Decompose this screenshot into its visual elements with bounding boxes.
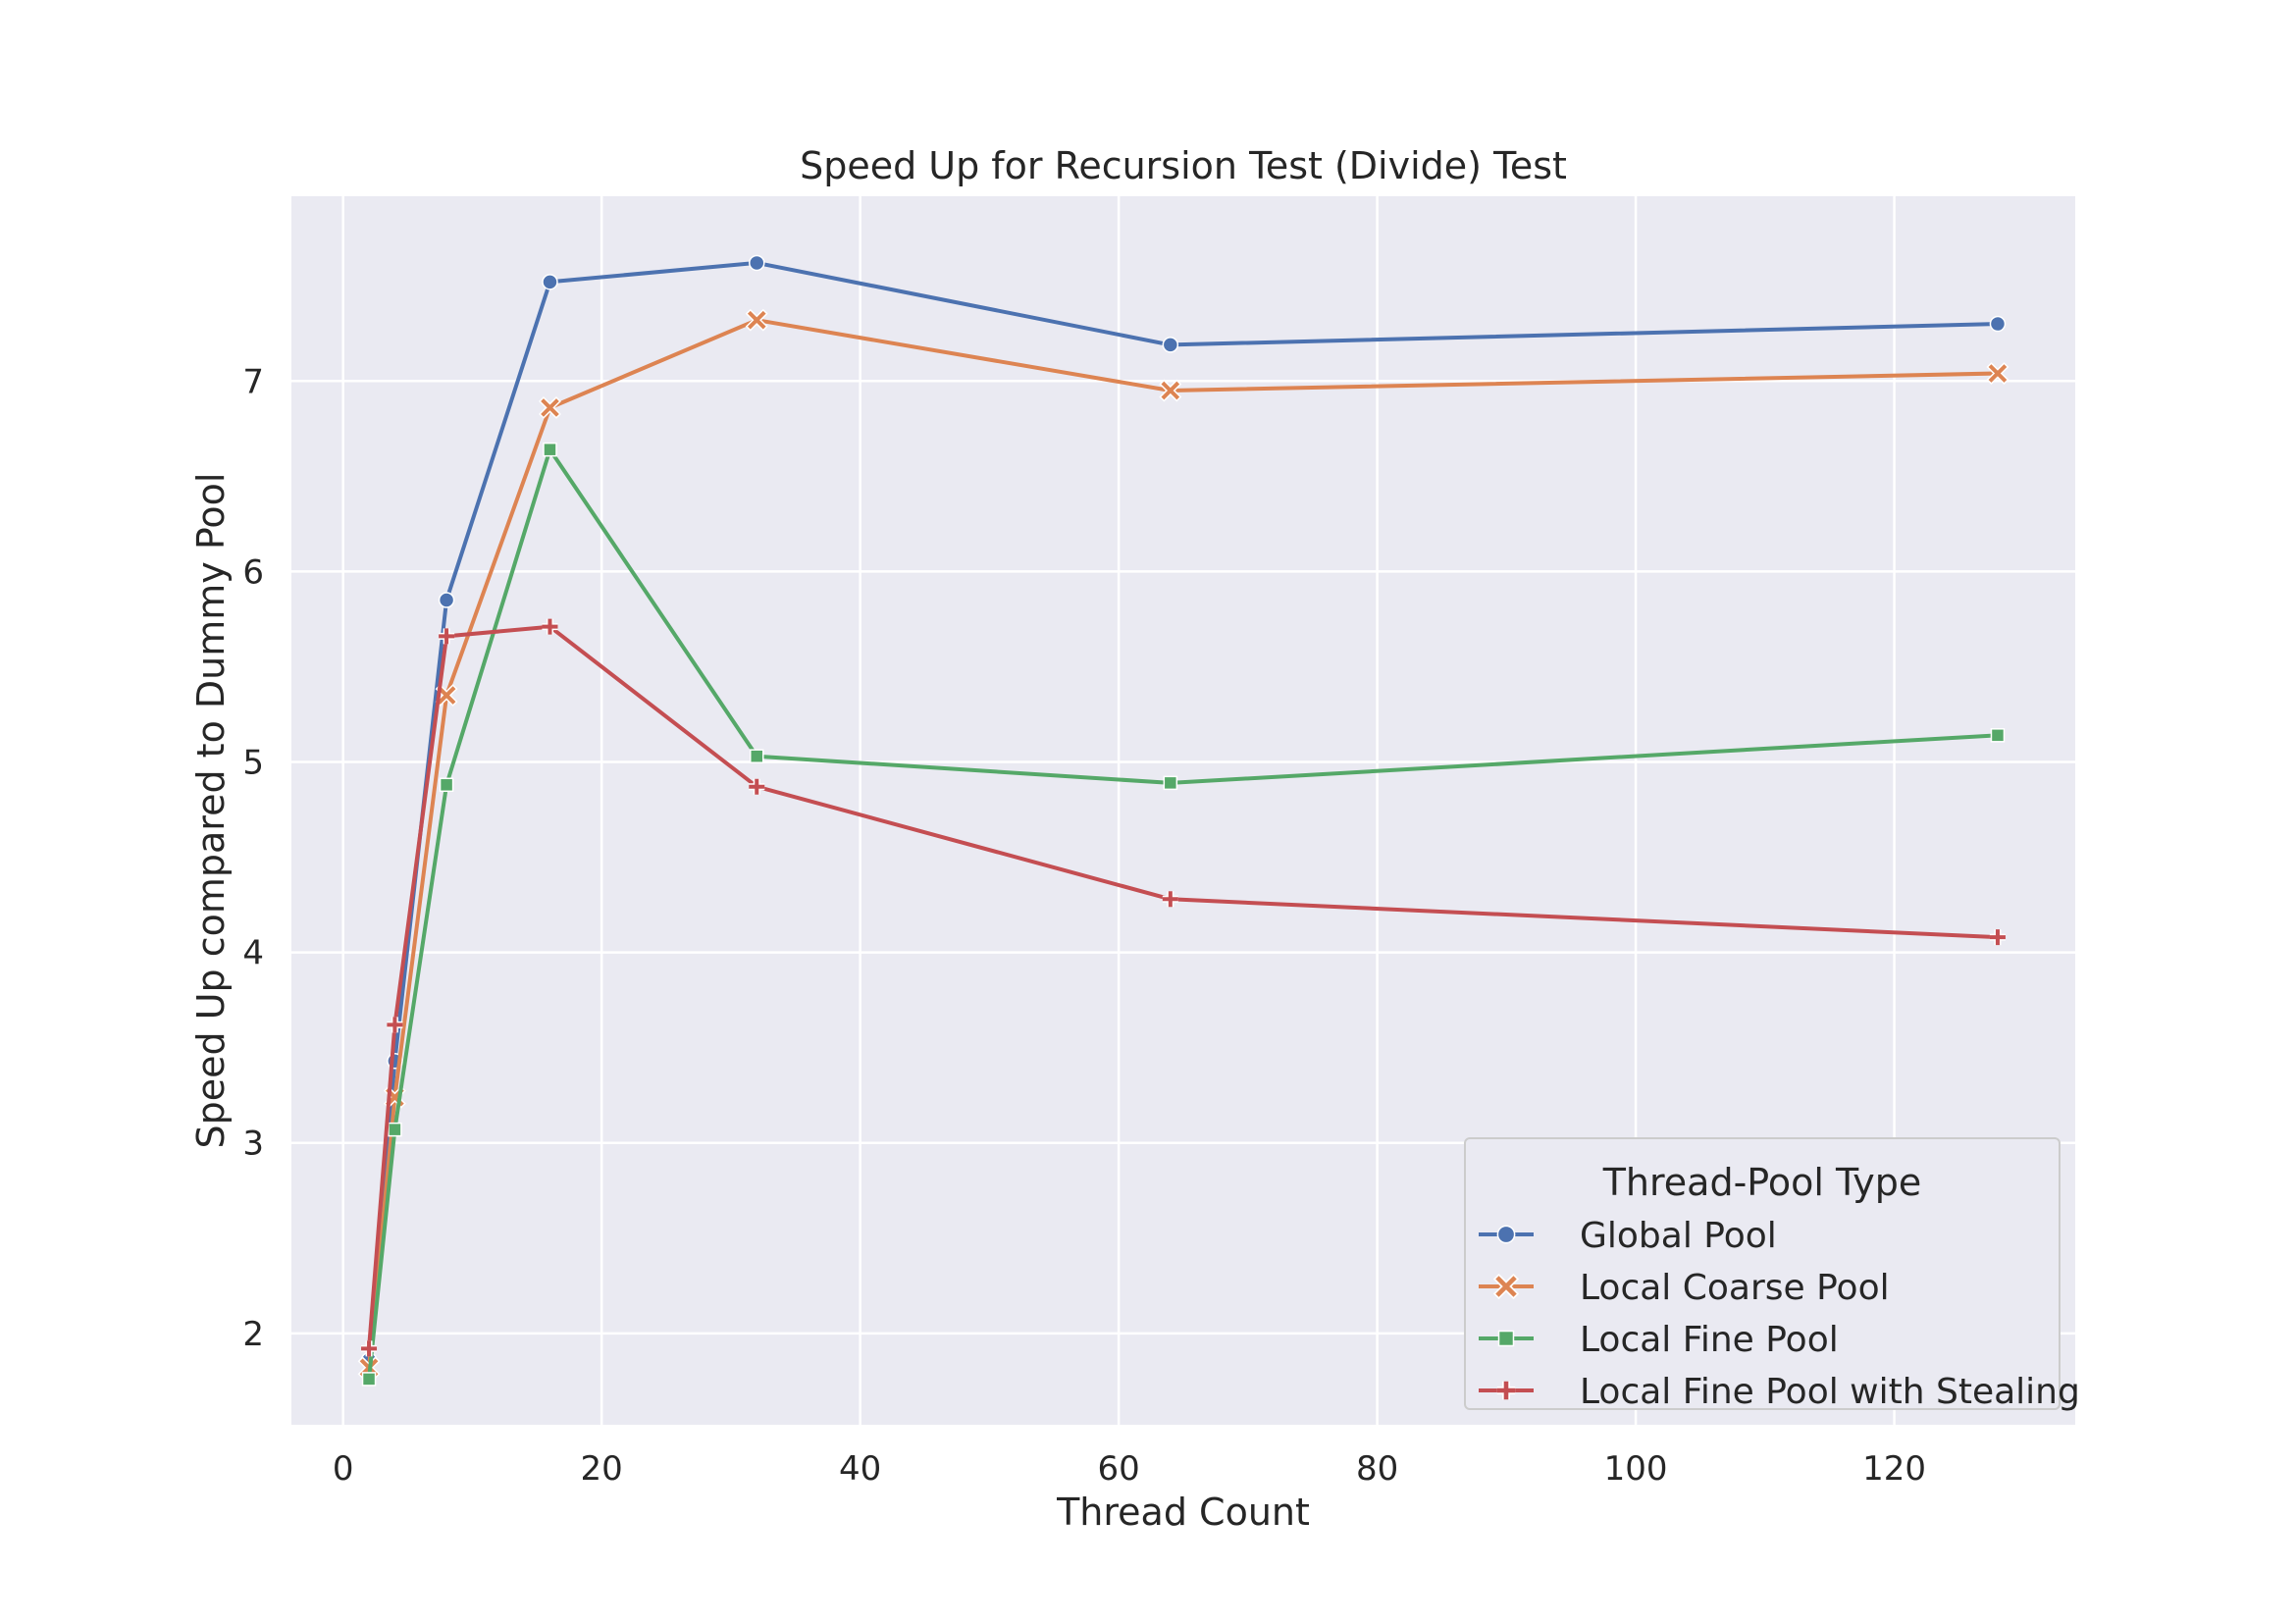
data-point <box>543 442 557 457</box>
legend-item: Global Pool <box>1479 1216 1777 1256</box>
series-2 <box>361 442 2006 1387</box>
data-point <box>1989 929 2006 946</box>
x-tick-label: 20 <box>581 1449 623 1489</box>
x-tick-label: 60 <box>1097 1449 1139 1489</box>
y-tick-label: 5 <box>242 744 264 783</box>
y-axis-ticks: 2 3 4 5 6 7 <box>242 362 264 1354</box>
data-point <box>1989 315 2007 333</box>
data-point <box>542 618 558 635</box>
series-0 <box>360 254 2007 1369</box>
data-point <box>388 1122 402 1137</box>
legend: Thread-Pool Type Global Pool Local Coarse… <box>1464 1137 2080 1412</box>
data-point <box>1159 379 1182 402</box>
x-tick-label: 0 <box>333 1449 354 1489</box>
data-point <box>750 749 764 763</box>
data-point <box>387 1017 403 1033</box>
data-point <box>439 628 455 645</box>
legend-item: Local Coarse Pool <box>1479 1268 1890 1308</box>
y-tick-label: 3 <box>242 1125 264 1164</box>
legend-box <box>1464 1137 2061 1410</box>
series-3 <box>361 618 2006 1357</box>
legend-label: Local Fine Pool with Stealing <box>1580 1372 2080 1412</box>
x-tick-label: 40 <box>839 1449 881 1489</box>
data-point <box>749 254 765 272</box>
data-point <box>539 396 561 419</box>
legend-label: Local Fine Pool <box>1580 1320 1839 1360</box>
legend-title: Thread-Pool Type <box>1602 1161 1922 1204</box>
data-point <box>1990 728 2006 743</box>
chart-title: Speed Up for Recursion Test (Divide) Tes… <box>800 144 1567 187</box>
legend-label: Local Coarse Pool <box>1580 1268 1890 1308</box>
data-point <box>542 274 558 290</box>
y-axis-label: Speed Up compared to Dummy Pool <box>189 473 233 1149</box>
data-point <box>361 1372 377 1387</box>
series-lines <box>357 254 2009 1387</box>
data-point <box>745 308 768 332</box>
data-point <box>1986 362 2009 385</box>
data-point <box>1162 337 1179 353</box>
data-point <box>361 1340 378 1357</box>
x-tick-label: 100 <box>1604 1449 1668 1489</box>
data-point <box>439 777 454 793</box>
legend-item: Local Fine Pool <box>1479 1320 1839 1360</box>
y-tick-label: 4 <box>242 934 264 973</box>
x-tick-label: 120 <box>1862 1449 1926 1489</box>
x-axis-label: Thread Count <box>1056 1491 1310 1534</box>
data-point <box>1163 775 1178 791</box>
legend-marker <box>1497 1330 1515 1347</box>
y-tick-label: 7 <box>242 362 264 401</box>
legend-marker <box>1496 1381 1516 1400</box>
x-tick-label: 80 <box>1356 1449 1398 1489</box>
legend-marker <box>1496 1225 1516 1244</box>
grid <box>291 196 2075 1425</box>
legend-item: Local Fine Pool with Stealing <box>1479 1372 2080 1412</box>
legend-label: Global Pool <box>1580 1216 1777 1256</box>
legend-marker <box>1492 1273 1520 1300</box>
data-point <box>749 778 765 795</box>
y-tick-label: 6 <box>242 552 264 592</box>
data-point <box>438 592 455 608</box>
x-axis-ticks: 0 20 40 60 80 100 120 <box>333 1449 1926 1489</box>
data-point <box>1162 891 1178 908</box>
y-tick-label: 2 <box>242 1315 264 1354</box>
data-point <box>435 684 458 707</box>
